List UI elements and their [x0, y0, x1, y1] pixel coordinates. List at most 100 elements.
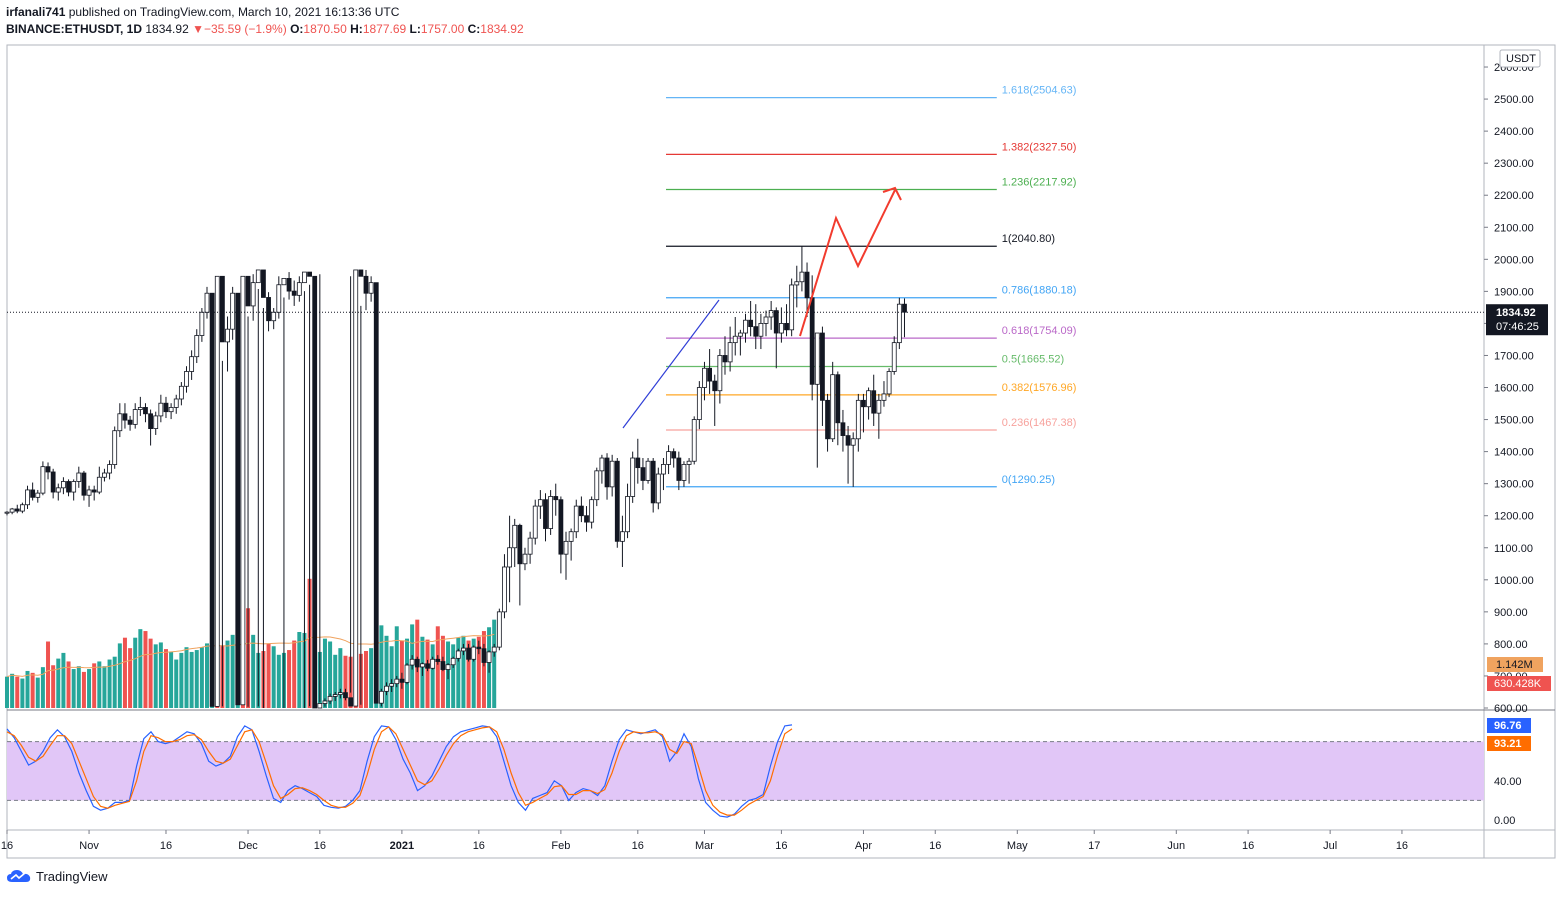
fib-level-label: 0.236(1467.38)	[1002, 417, 1077, 429]
candle-body	[753, 326, 759, 337]
candle-body	[250, 282, 256, 307]
candle-body	[737, 332, 743, 337]
candle-body	[502, 566, 507, 613]
low-label: L:	[409, 22, 421, 36]
candle-body	[825, 399, 830, 440]
candle-body	[702, 367, 707, 388]
volume-bar	[153, 644, 158, 708]
candle-body	[691, 419, 697, 462]
volume-bar	[87, 669, 92, 708]
candle-body	[845, 435, 851, 446]
volume-bar	[138, 629, 143, 708]
volume-bar	[435, 626, 440, 708]
candle-body	[522, 553, 528, 565]
price-tick-label: 1300.00	[1494, 479, 1534, 491]
candle-body	[71, 481, 77, 493]
candle-body	[117, 413, 123, 432]
volume-bar	[451, 644, 456, 708]
volume-bar	[440, 635, 445, 708]
time-tick-label: 16	[314, 840, 326, 852]
volume-bar	[56, 658, 61, 708]
volume-bar	[30, 672, 35, 708]
fib-level-label: 1.618(2504.63)	[1002, 85, 1077, 97]
volume-bar	[107, 659, 112, 708]
volume-bar	[189, 651, 194, 708]
candle-body	[276, 284, 282, 313]
candle-body	[435, 658, 441, 662]
candle-body	[655, 473, 661, 504]
candle-body	[102, 472, 107, 478]
candle-body	[35, 492, 41, 498]
candle-body	[543, 499, 548, 529]
candle-body	[399, 678, 405, 683]
price-tick-label: 2100.00	[1494, 222, 1534, 234]
volume-bar	[461, 635, 466, 708]
candle-body	[91, 489, 97, 493]
candle-body	[512, 524, 518, 549]
candle-body	[430, 658, 436, 669]
volume-bar	[394, 626, 399, 708]
candle-body	[14, 508, 20, 512]
candle-body	[66, 481, 71, 493]
candle-body	[50, 471, 56, 493]
candle-body	[896, 303, 902, 344]
projection-path	[799, 189, 896, 337]
open-value: 1870.50	[303, 22, 347, 36]
candle-body	[9, 508, 15, 513]
price-tick-label: 1700.00	[1494, 350, 1534, 362]
volume-bar	[148, 638, 153, 708]
candle-body	[158, 402, 164, 417]
candle-body	[594, 470, 600, 501]
volume-bar	[194, 650, 199, 708]
candle-body	[517, 524, 523, 565]
volume-bar	[363, 651, 368, 708]
time-tick-label: 16	[1396, 840, 1408, 852]
time-tick-label: Apr	[855, 840, 872, 852]
volume-bar	[333, 654, 338, 708]
candle-body	[353, 269, 359, 707]
candle-body	[107, 464, 112, 474]
candle-body	[876, 399, 882, 414]
countdown-label: 07:46:25	[1496, 321, 1539, 333]
price-tick-label: 2000.00	[1494, 254, 1534, 266]
candle-body	[19, 504, 25, 512]
open-label: O:	[290, 22, 304, 36]
candle-body	[891, 342, 897, 372]
candle-body	[717, 355, 723, 392]
time-tick-label: 16	[160, 840, 172, 852]
candle-body	[55, 487, 61, 493]
candle-body	[661, 464, 666, 475]
candle-body	[337, 692, 343, 695]
volume-bar	[122, 637, 127, 708]
candle-body	[184, 371, 189, 387]
candle-body	[727, 342, 733, 363]
tradingview-logo[interactable]: TradingView	[6, 868, 108, 884]
candle-body	[835, 374, 841, 424]
volume-badge	[1487, 676, 1551, 691]
candle-body	[425, 663, 430, 669]
volume-bar	[35, 677, 40, 708]
candle-body	[261, 269, 266, 298]
volume-bar	[66, 661, 71, 708]
candle-body	[414, 658, 420, 668]
stoch-value-badge	[1487, 718, 1531, 733]
time-tick-label: 16	[929, 840, 941, 852]
price-tick-label: 2300.00	[1494, 158, 1534, 170]
candle-body	[389, 683, 395, 687]
candle-body	[86, 489, 92, 496]
author-name[interactable]: irfanali741	[6, 5, 66, 19]
candle-body	[112, 430, 118, 465]
volume-bar	[343, 655, 348, 708]
change-arrow-icon: ▼	[192, 22, 204, 36]
volume-bar	[40, 667, 45, 708]
time-tick-label: Jul	[1323, 840, 1337, 852]
volume-ma-badge	[1487, 657, 1543, 672]
volume-bar	[425, 639, 430, 708]
candle-body	[666, 451, 671, 465]
candle-body	[378, 690, 384, 704]
candle-body	[830, 374, 836, 440]
time-tick-label: 16	[1, 840, 13, 852]
candle-body	[312, 275, 318, 709]
symbol-label[interactable]: BINANCE:ETHUSDT, 1D	[6, 22, 143, 36]
candle-body	[578, 505, 584, 517]
